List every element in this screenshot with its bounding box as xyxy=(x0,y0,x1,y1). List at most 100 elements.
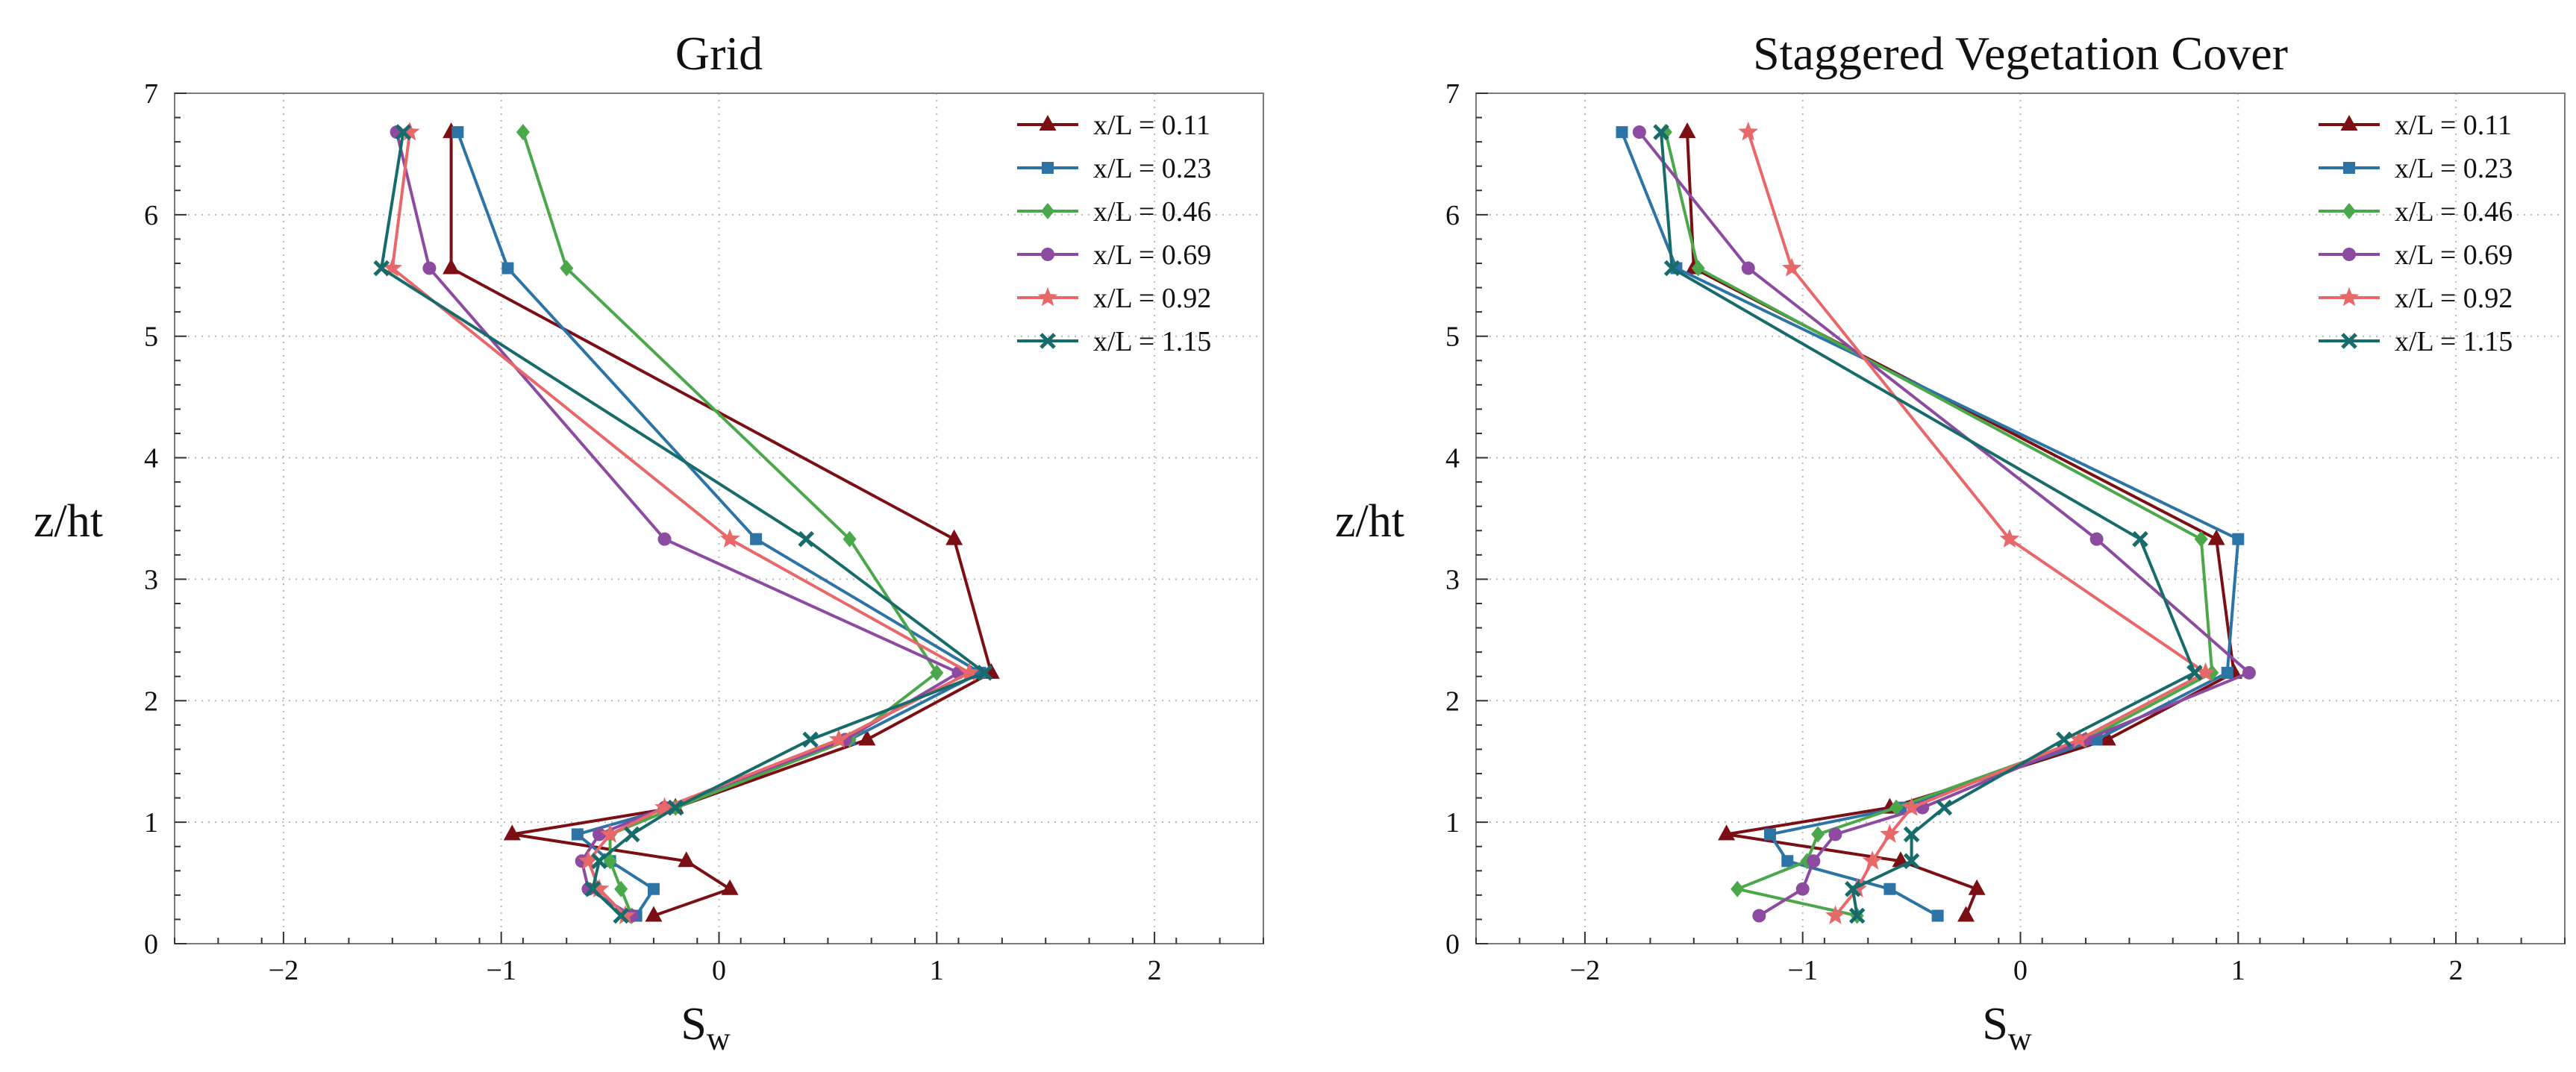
legend-item: x/L = 0.92 xyxy=(1017,283,1211,314)
data-point xyxy=(2069,729,2089,748)
data-point xyxy=(1632,125,1646,140)
series-line xyxy=(521,131,939,917)
legend-item: x/L = 0.23 xyxy=(1017,153,1211,184)
x-tick-label: 1 xyxy=(930,955,944,986)
data-point xyxy=(1691,260,1705,277)
data-point xyxy=(2098,730,2116,746)
legend: x/L = 0.11 x/L = 0.23 x/L = 0.46 x/L = 0.69… xyxy=(1017,110,1211,357)
data-point xyxy=(451,126,464,139)
data-point xyxy=(2195,662,2216,682)
y-tick-label: 6 xyxy=(1445,200,1460,231)
data-point xyxy=(1811,826,1825,843)
series-line xyxy=(380,131,987,917)
legend-marker xyxy=(2341,333,2357,349)
legend-label: x/L = 0.23 xyxy=(1093,153,1211,184)
legend-marker xyxy=(2340,115,2358,131)
data-point xyxy=(516,124,530,141)
x-tick-label: 1 xyxy=(2231,955,2245,986)
legend-marker xyxy=(2342,203,2356,219)
data-point xyxy=(560,260,574,277)
series-5 xyxy=(1738,122,2216,924)
data-point xyxy=(614,880,628,897)
legend-marker xyxy=(1039,115,1057,131)
data-point xyxy=(945,529,963,545)
data-point xyxy=(593,827,607,841)
legend-item: x/L = 0.69 xyxy=(1017,239,1211,271)
legend-item: x/L = 0.23 xyxy=(2319,153,2513,184)
data-point xyxy=(719,528,740,548)
legend-label: x/L = 0.46 xyxy=(2395,196,2513,228)
data-point xyxy=(1825,905,1845,924)
data-point xyxy=(858,730,876,746)
data-point xyxy=(1901,797,1922,816)
data-point xyxy=(1957,906,1975,922)
legend-item: x/L = 0.46 xyxy=(2319,196,2513,228)
data-point xyxy=(443,258,460,275)
data-point xyxy=(678,851,695,868)
data-point xyxy=(802,731,819,748)
data-point xyxy=(930,664,944,681)
legend-item: x/L = 0.11 xyxy=(1017,110,1210,141)
y-tick-label: 0 xyxy=(144,929,158,960)
legend-marker xyxy=(1041,248,1054,261)
data-point xyxy=(1731,880,1745,897)
series-line xyxy=(1638,131,2251,918)
x-tick-label: −2 xyxy=(1570,955,1600,986)
data-point xyxy=(578,850,598,870)
series-line xyxy=(395,131,960,918)
series-6 xyxy=(1653,124,2203,924)
data-point xyxy=(1752,909,1766,923)
data-point xyxy=(2194,530,2208,548)
data-point xyxy=(591,853,607,870)
data-point xyxy=(1781,855,1794,868)
data-point xyxy=(1718,824,1736,841)
legend-item: x/L = 0.69 xyxy=(2319,239,2513,271)
data-point xyxy=(645,906,663,922)
x-tick-label: 2 xyxy=(2449,955,2463,986)
data-point xyxy=(589,878,610,897)
data-point xyxy=(399,122,420,141)
ticks xyxy=(1475,93,2566,944)
y-tick-label: 2 xyxy=(144,686,158,717)
y-tick-label: 6 xyxy=(144,200,158,231)
legend-label: x/L = 0.11 xyxy=(1093,110,1210,141)
series-6 xyxy=(373,124,993,924)
series-line xyxy=(1663,131,2214,918)
data-point xyxy=(1862,850,1883,870)
x-tick-label: −2 xyxy=(269,955,298,986)
legend-marker xyxy=(1042,162,1054,174)
data-point xyxy=(721,879,739,895)
data-point xyxy=(1889,799,1904,816)
data-point xyxy=(2056,731,2072,748)
y-tick-label: 3 xyxy=(1445,564,1460,595)
legend-marker xyxy=(1037,287,1058,307)
x-tick-label: 0 xyxy=(712,955,726,986)
chart-title: Staggered Vegetation Cover xyxy=(1753,27,2288,80)
legend-label: x/L = 0.11 xyxy=(2395,110,2512,141)
data-point xyxy=(750,533,763,545)
data-point xyxy=(503,824,521,841)
data-point xyxy=(1741,261,1755,275)
data-point xyxy=(2242,665,2256,680)
y-tick-label: 1 xyxy=(1445,807,1460,839)
x-tick-label: −1 xyxy=(486,955,516,986)
data-point xyxy=(600,824,620,843)
data-point xyxy=(647,883,660,895)
data-point xyxy=(615,905,636,924)
series-3 xyxy=(516,124,944,924)
y-tick-label: 0 xyxy=(1445,929,1460,960)
data-point xyxy=(1903,826,1920,843)
data-point xyxy=(828,729,849,748)
y-axis-label: z/ht xyxy=(34,496,103,547)
y-tick-label: 4 xyxy=(1445,443,1460,474)
data-point xyxy=(1845,880,1861,897)
data-point xyxy=(2186,665,2203,681)
chart-panel-2: −2 −1 0 1 2 0 1 2 3 4 5 6 7 Staggered Vegetation Cove… xyxy=(1335,27,2566,1057)
legend-item: x/L = 1.15 xyxy=(2319,326,2513,357)
data-point xyxy=(373,260,390,277)
data-point xyxy=(1931,909,1944,922)
data-point xyxy=(1616,126,1628,139)
data-point xyxy=(1781,257,1802,277)
data-point xyxy=(1936,799,1953,816)
